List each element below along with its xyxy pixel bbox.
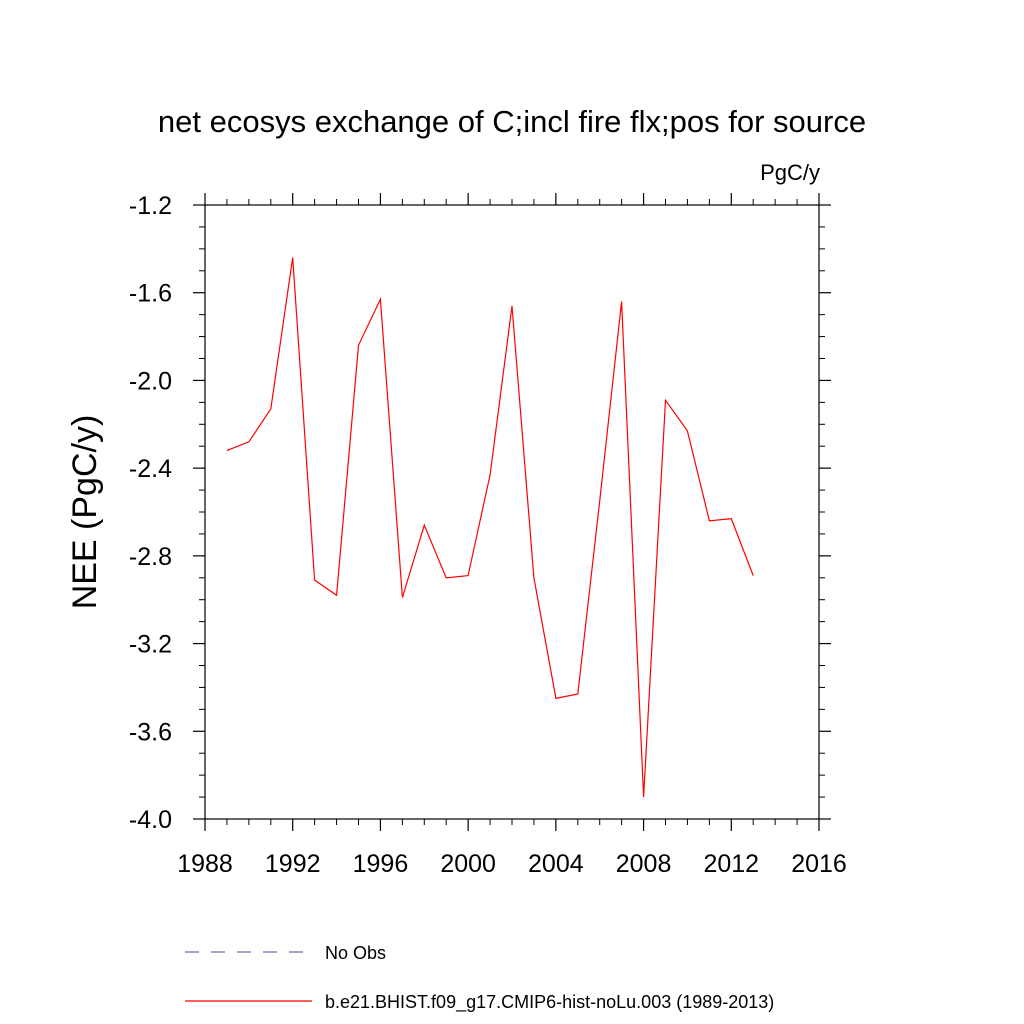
legend: No Obs b.e21.BHIST.f09_g17.CMIP6-hist-noL… — [185, 943, 774, 1013]
units-label: PgC/y — [760, 160, 820, 185]
x-tick-label: 2004 — [528, 850, 584, 878]
y-axis-label: NEE (PgC/y) — [66, 415, 104, 610]
y-tick-label: -2.0 — [129, 367, 172, 395]
y-tick-label: -2.4 — [129, 455, 172, 483]
x-tick-label: 1996 — [353, 850, 409, 878]
series-line — [226, 257, 754, 798]
x-tick-label: 1992 — [265, 850, 321, 878]
plot-frame — [204, 204, 820, 820]
ticks: 1988 1992 1996 2000 2004 2008 2012 2016 -4.0 -3.6… — [129, 192, 847, 878]
chart-title: net ecosys exchange of C;incl fire flx;p… — [158, 104, 866, 139]
y-tick-label: -2.8 — [129, 543, 172, 571]
x-tick-label: 2012 — [703, 850, 759, 878]
y-tick-label: -1.2 — [129, 192, 172, 220]
legend-label: b.e21.BHIST.f09_g17.CMIP6-hist-noLu.003 … — [325, 992, 774, 1013]
x-tick-label: 2000 — [440, 850, 496, 878]
x-tick-label: 2016 — [791, 850, 847, 878]
x-tick-label: 1988 — [177, 850, 233, 878]
y-tick-label: -4.0 — [129, 806, 172, 834]
series-layer — [226, 257, 754, 798]
y-tick-label: -1.6 — [129, 280, 172, 308]
legend-label: No Obs — [325, 943, 386, 963]
y-tick-label: -3.6 — [129, 718, 172, 746]
x-tick-label: 2008 — [616, 850, 672, 878]
y-tick-label: -3.2 — [129, 631, 172, 659]
